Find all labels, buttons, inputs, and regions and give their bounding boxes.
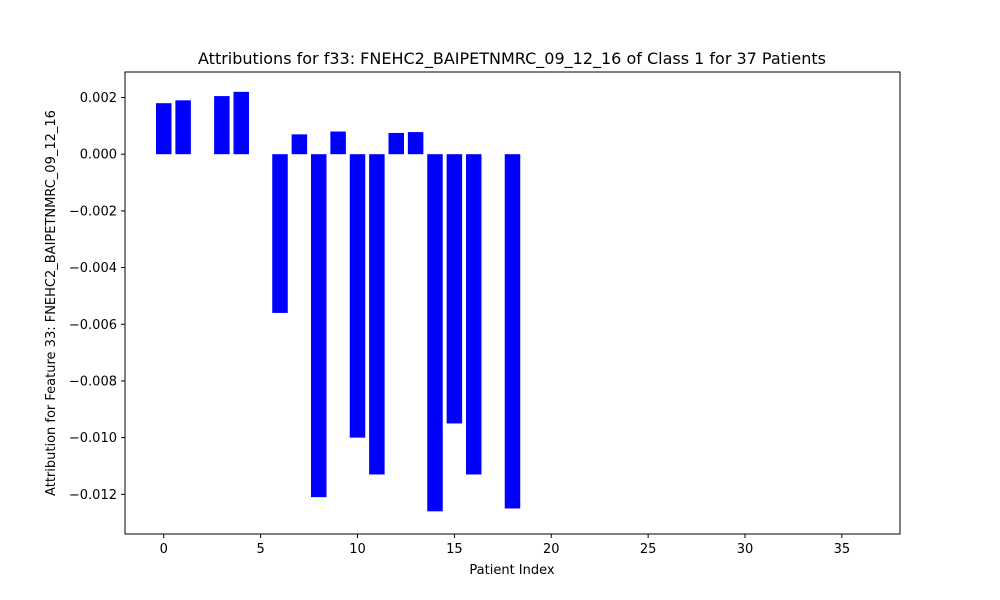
y-axis-ticks: 0.002 0.000 −0.002 −0.004 −0.006 −0.008 −0.010…: [69, 91, 125, 503]
y-tick-label: 0.000: [80, 148, 117, 163]
x-tick-label: 15: [446, 542, 463, 557]
bar-patient-16: [466, 154, 482, 475]
x-tick-label: 10: [349, 542, 366, 557]
x-tick-label: 30: [737, 542, 754, 557]
bar-patient-8: [311, 154, 327, 498]
bar-patient-13: [407, 132, 424, 155]
x-axis-label: Patient Index: [469, 563, 554, 578]
x-tick-label: 0: [160, 542, 168, 557]
bar-patient-11: [369, 154, 385, 475]
bar-patient-3: [214, 96, 230, 155]
bar-patient-9: [330, 131, 346, 155]
y-axis-label: Attribution for Feature 33: FNEHC2_BAIPE…: [44, 110, 59, 496]
y-tick-label: −0.008: [69, 374, 117, 389]
y-tick-label: −0.010: [69, 431, 117, 446]
x-tick-label: 25: [640, 542, 657, 557]
x-axis-ticks: 0 5 10 15 20 25 30 35: [160, 534, 851, 557]
y-tick-label: −0.004: [69, 261, 117, 276]
bar-patient-14: [427, 154, 443, 512]
y-tick-label: −0.012: [69, 488, 117, 503]
bar-patient-7: [291, 134, 308, 155]
x-tick-label: 5: [256, 542, 264, 557]
bar-patient-0: [156, 103, 172, 155]
y-tick-label: −0.002: [69, 204, 117, 219]
plot-frame: [124, 71, 901, 535]
bar-patient-6: [272, 154, 288, 313]
x-tick-label: 35: [834, 542, 851, 557]
bar-patient-12: [388, 132, 404, 155]
bars-group: [156, 91, 521, 512]
bar-patient-1: [175, 100, 191, 155]
x-tick-label: 20: [543, 542, 560, 557]
bar-patient-18: [504, 154, 521, 509]
chart-title: Attributions for f33: FNEHC2_BAIPETNMRC_…: [198, 49, 826, 69]
bar-patient-15: [446, 154, 463, 424]
bar-patient-10: [349, 154, 366, 438]
y-tick-label: −0.006: [69, 318, 117, 333]
y-tick-label: 0.002: [80, 91, 117, 106]
bar-patient-4: [233, 91, 249, 155]
